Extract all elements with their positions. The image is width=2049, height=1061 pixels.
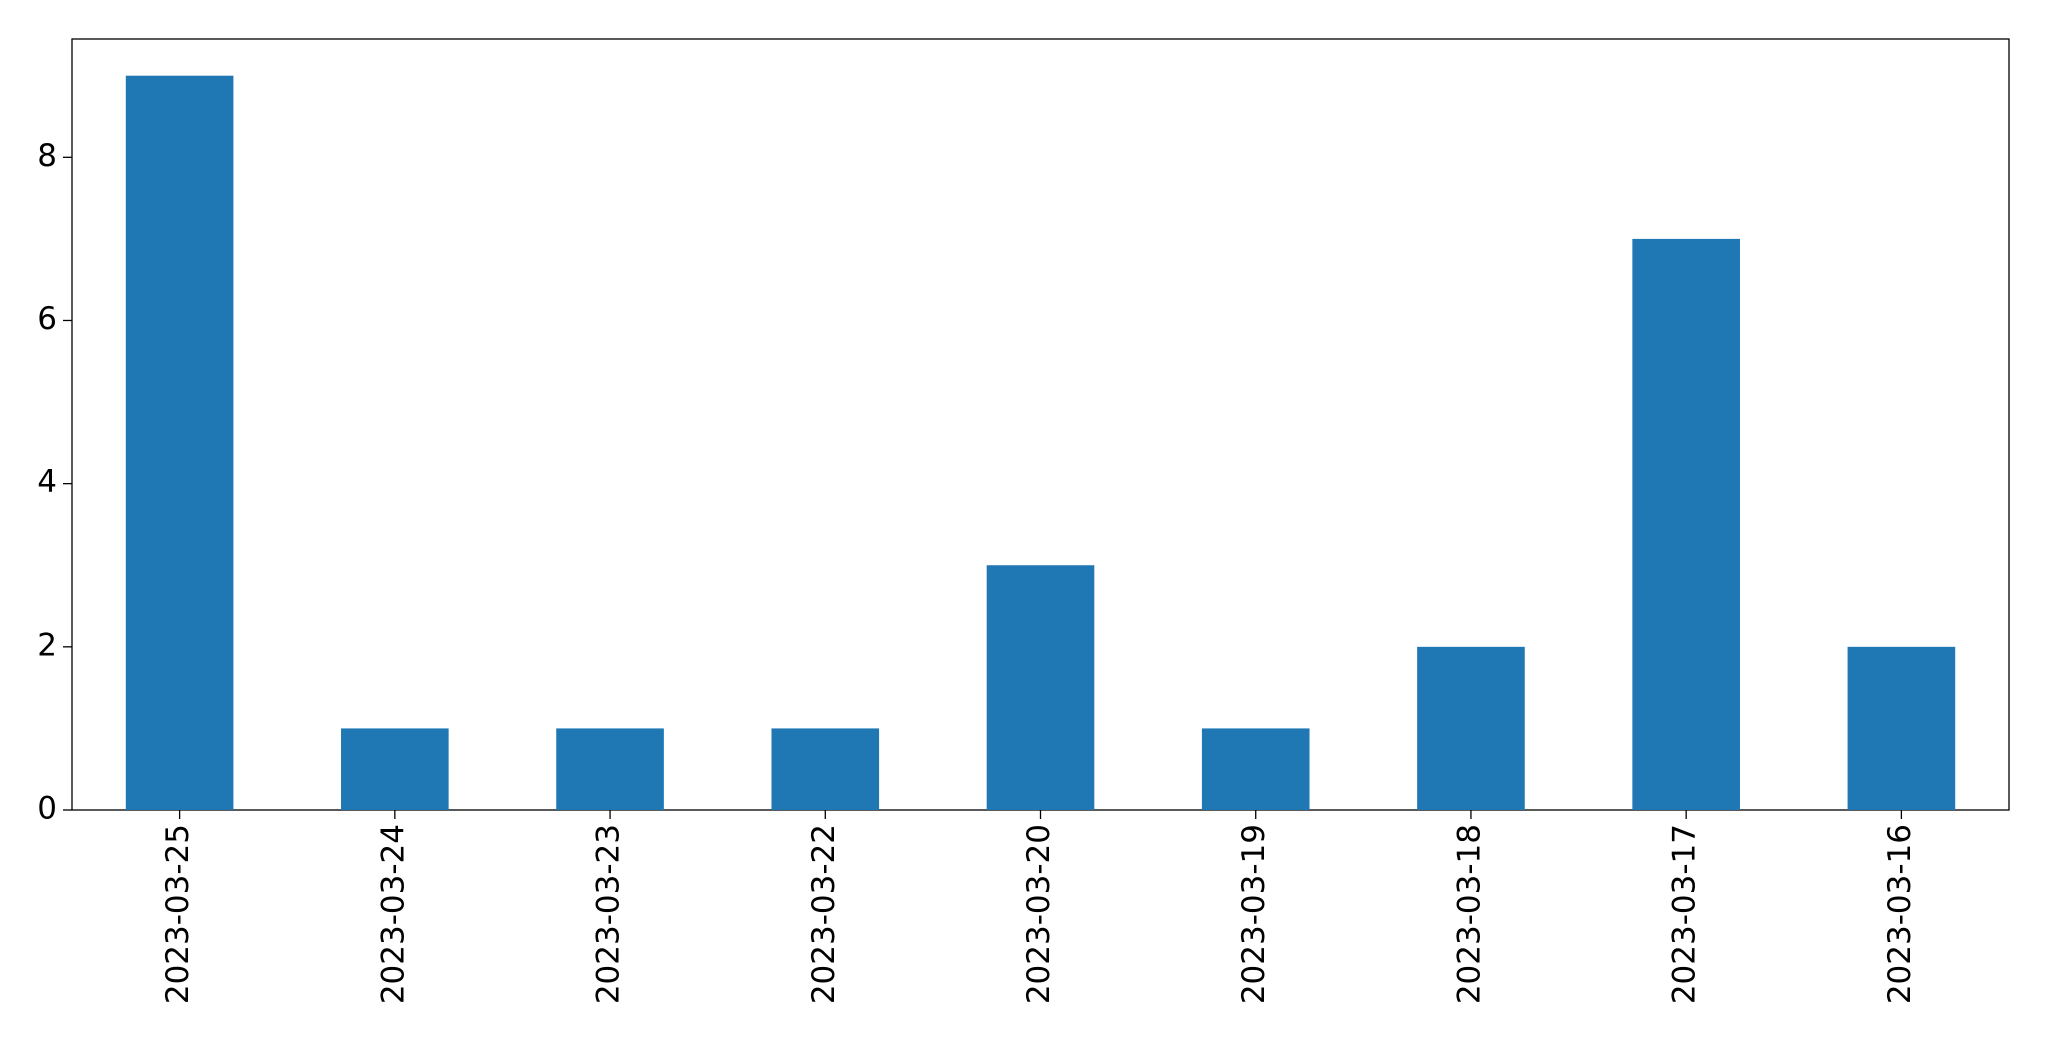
bar (1417, 646, 1525, 810)
bar (556, 728, 664, 810)
bar (341, 728, 449, 810)
x-tick-label: 2023-03-18 (1451, 824, 1487, 1004)
y-tick-label: 8 (37, 138, 57, 174)
y-tick-label: 0 (37, 791, 57, 827)
bar (986, 565, 1095, 810)
bar (125, 75, 234, 810)
y-tick-label: 4 (37, 464, 57, 500)
x-tick-label: 2023-03-23 (591, 824, 627, 1004)
bar (771, 728, 880, 810)
x-tick-label: 2023-03-24 (375, 824, 411, 1004)
x-tick-label: 2023-03-16 (1882, 824, 1918, 1004)
y-tick-label: 2 (37, 627, 57, 663)
bar (1201, 728, 1310, 810)
x-tick-label: 2023-03-20 (1021, 824, 1057, 1004)
bar (1632, 238, 1740, 810)
bar (1847, 646, 1956, 810)
x-tick-label: 2023-03-25 (160, 824, 196, 1004)
x-tick-label: 2023-03-17 (1667, 824, 1703, 1004)
y-tick-label: 6 (37, 301, 57, 337)
x-tick-label: 2023-03-19 (1236, 824, 1272, 1004)
x-tick-label: 2023-03-22 (806, 824, 842, 1004)
